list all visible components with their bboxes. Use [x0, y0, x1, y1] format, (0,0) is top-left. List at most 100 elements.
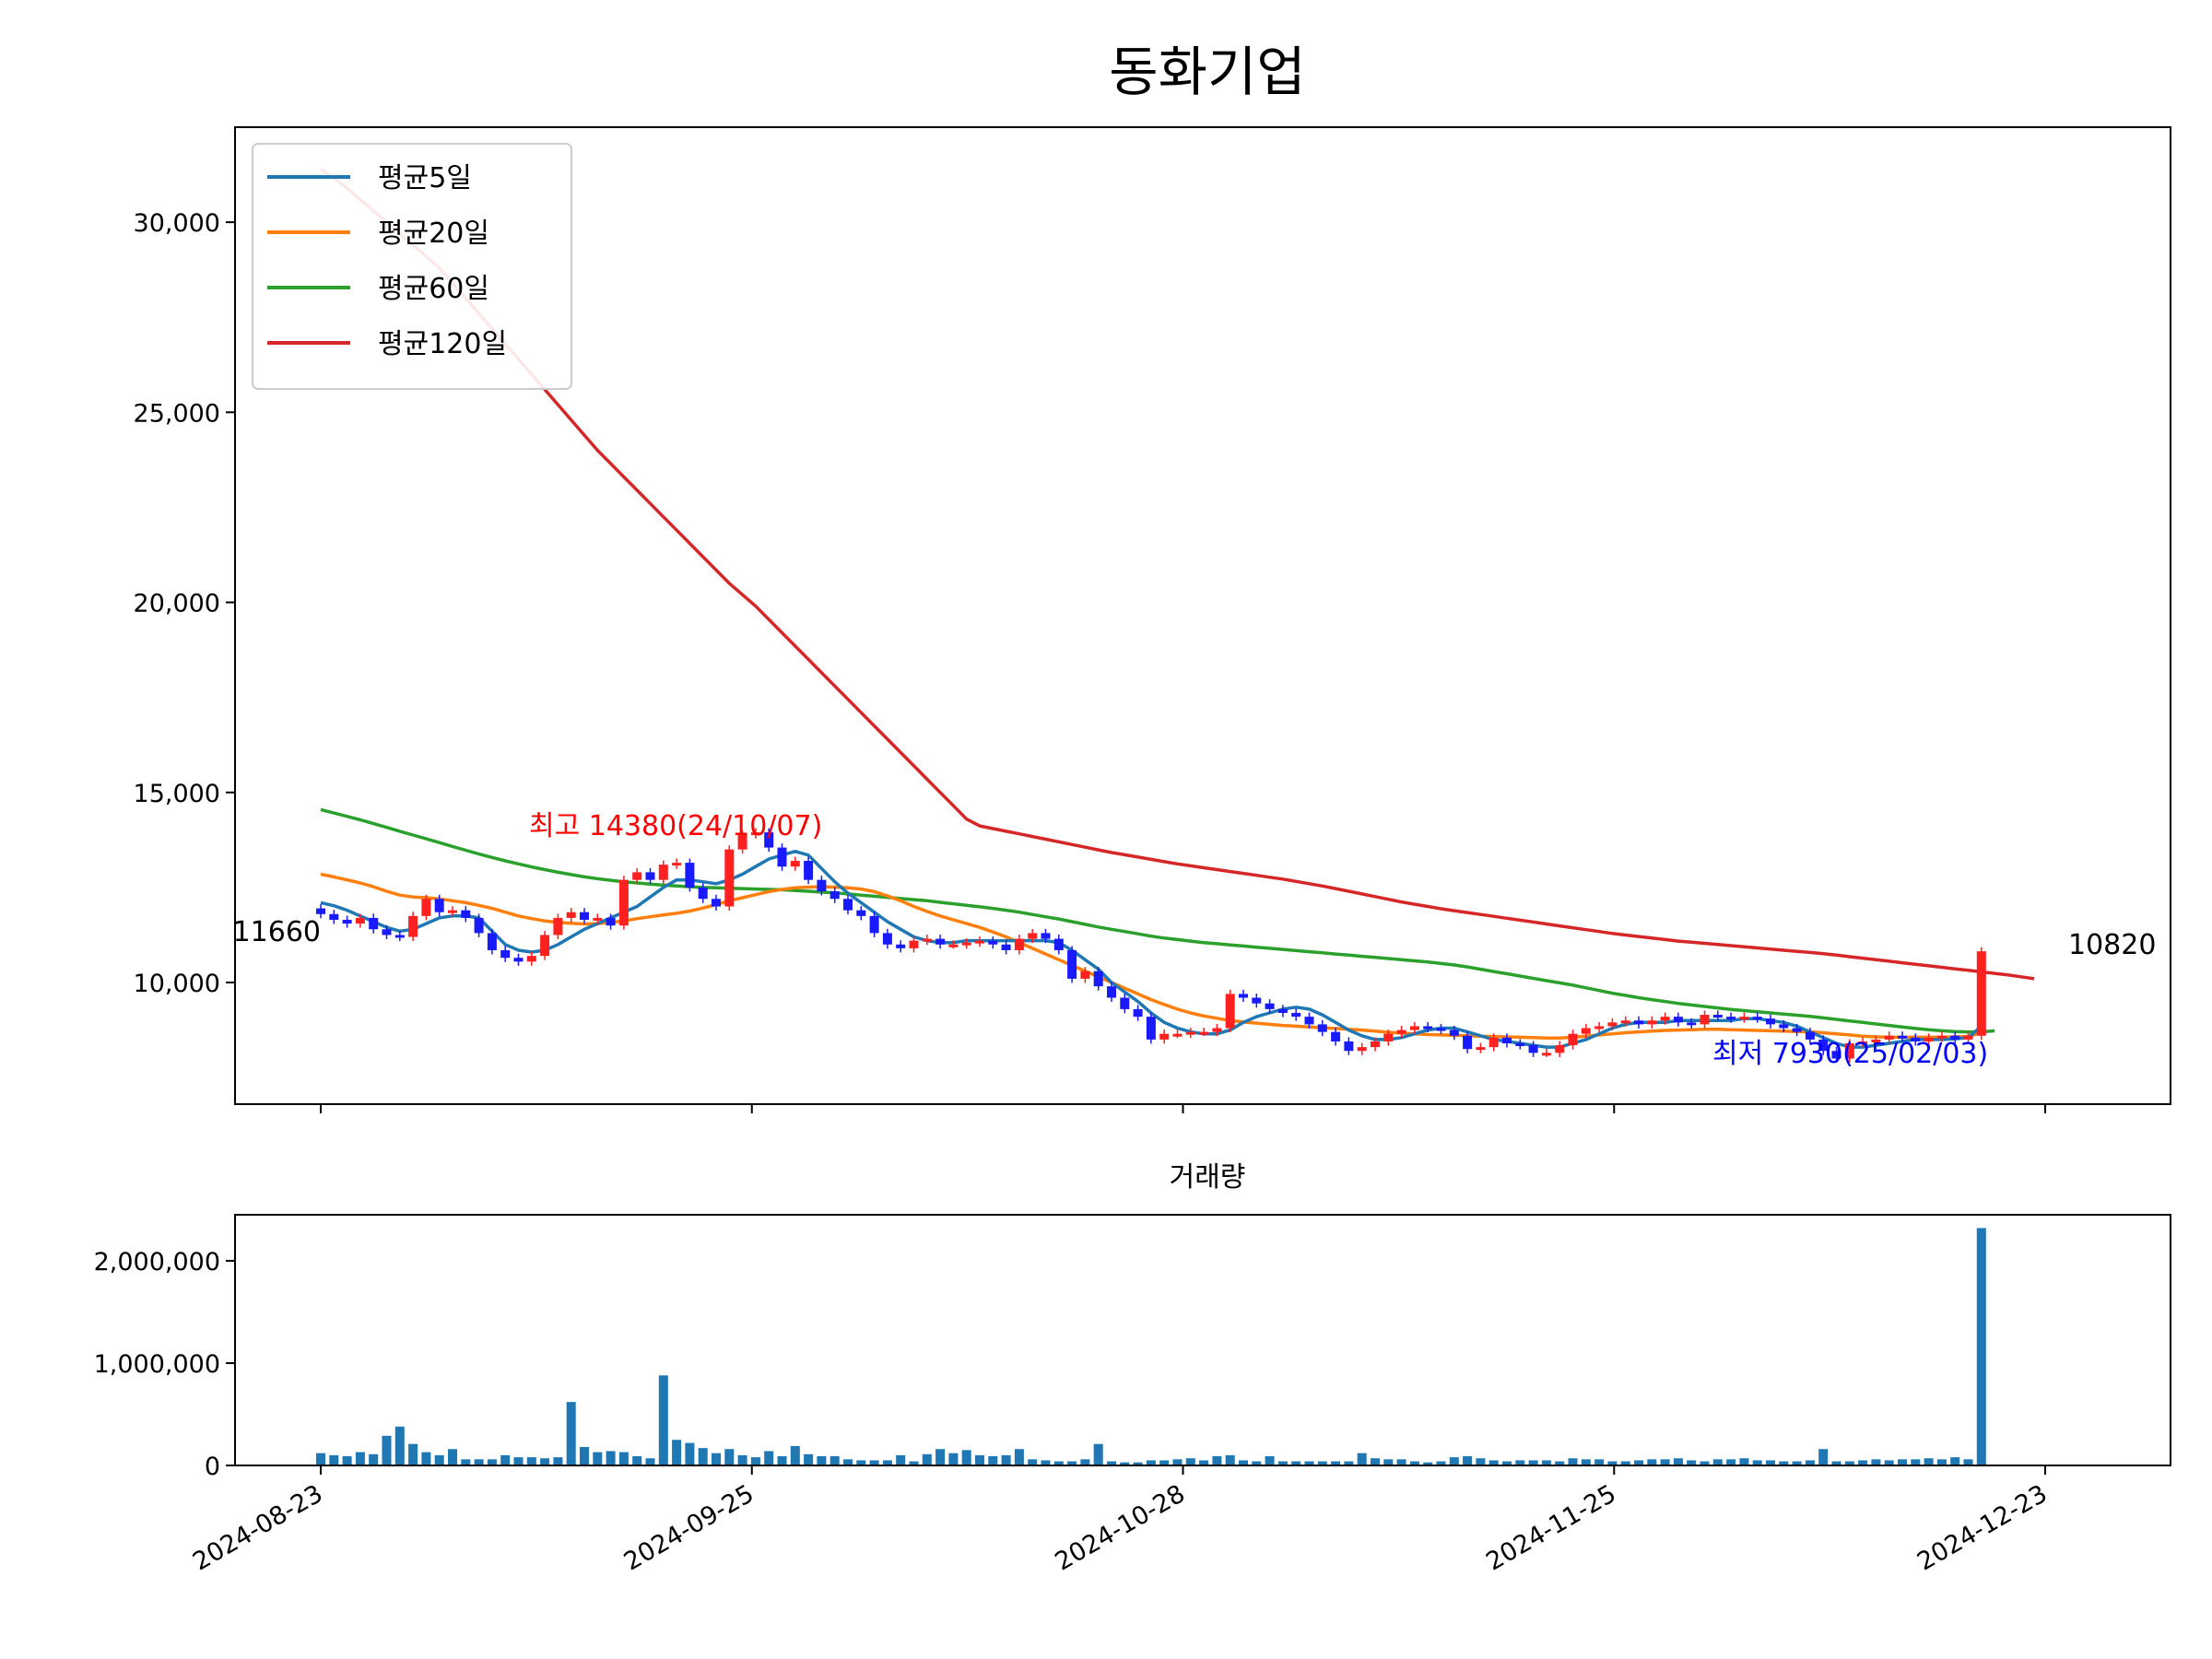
volume-bar [988, 1456, 998, 1465]
candle-body [672, 863, 682, 866]
volume-bar [948, 1453, 959, 1465]
volume-bar [1884, 1460, 1894, 1465]
volume-bar [922, 1453, 932, 1465]
candle-body [355, 917, 365, 924]
volume-bar [804, 1453, 814, 1465]
volume-bar [315, 1453, 326, 1465]
volume-bar [1028, 1459, 1038, 1465]
volume-bar [1963, 1459, 1973, 1465]
volume-bar [1265, 1456, 1275, 1465]
volume-bar [1199, 1460, 1209, 1465]
candle-body [724, 849, 735, 907]
volume-bar [632, 1456, 642, 1465]
volume-bar [1238, 1460, 1249, 1465]
volume-bar [1897, 1459, 1908, 1465]
candle-body [1818, 1039, 1829, 1052]
candle-body [685, 863, 695, 888]
candle-body [817, 879, 827, 892]
date-tick-label: 2024-10-28 [1051, 1479, 1190, 1576]
volume-title: 거래량 [1170, 1161, 1246, 1194]
candle-body [540, 935, 550, 957]
candle-body [1897, 1035, 1908, 1039]
volume-bar [369, 1453, 379, 1465]
volume-bar [1291, 1461, 1301, 1465]
price-axis: 10,000 15,000 20,000 25,000 30,000 [134, 209, 2047, 1113]
chart-title: 동화기업 [1109, 41, 1305, 103]
volume-bar [1765, 1460, 1776, 1465]
volume-bar [1252, 1461, 1262, 1465]
candle-body [606, 917, 616, 926]
candle-body [1884, 1035, 1894, 1040]
candle-body [1871, 1039, 1881, 1042]
candle-body [1831, 1051, 1841, 1059]
volume-bar [737, 1454, 747, 1465]
volume-bar [1370, 1458, 1381, 1465]
volume-bar [869, 1460, 879, 1465]
volume-bar [1581, 1459, 1591, 1465]
moving-average-lines [319, 167, 2035, 1049]
candle-body [1106, 986, 1117, 998]
candle-body [1396, 1030, 1406, 1034]
volume-bar [896, 1454, 906, 1465]
candle-body [698, 887, 708, 900]
volume-bar [1409, 1461, 1419, 1465]
date-tick-label: 2024-11-25 [1481, 1479, 1620, 1576]
candle-body [1911, 1037, 1921, 1041]
first-close-annotation: 11660 [233, 916, 321, 948]
candle-body [935, 938, 946, 945]
candle-body [1212, 1028, 1222, 1032]
candle-body [882, 933, 892, 945]
candle-body [1423, 1026, 1433, 1030]
candle-body [1067, 949, 1077, 979]
ma60-line [320, 807, 1995, 1034]
volume-bar [817, 1456, 827, 1465]
volume-bar [1172, 1459, 1182, 1465]
legend-label-ma5: 평균5일 [378, 162, 472, 194]
volume-bar [1436, 1461, 1446, 1465]
price-plot-frame [234, 126, 2171, 1105]
volume-bar [1936, 1459, 1947, 1465]
candle-body [513, 958, 524, 962]
volume-bar [1687, 1460, 1697, 1465]
volume-bar [974, 1454, 985, 1465]
volume-bar [1726, 1459, 1736, 1465]
candle-body [526, 956, 536, 962]
candle-body [1700, 1015, 1710, 1025]
candle-body [1568, 1033, 1578, 1046]
volume-tick-label: 1,000,000 [94, 1350, 220, 1379]
volume-bar [421, 1452, 431, 1465]
volume-bar [1449, 1457, 1459, 1465]
volume-bar [1950, 1457, 1960, 1465]
volume-bar [1871, 1459, 1881, 1465]
volume-bar [1739, 1458, 1749, 1465]
volume-bar [408, 1443, 418, 1465]
volume-bar [434, 1454, 444, 1465]
volume-bar [1014, 1449, 1024, 1465]
volume-bar [1396, 1459, 1406, 1465]
candle-body [1936, 1035, 1947, 1039]
last-close-annotation: 10820 [2068, 929, 2156, 961]
candle-body [1120, 997, 1130, 1009]
volume-bar [1607, 1461, 1618, 1465]
volume-bar [672, 1440, 682, 1465]
candle-body [1146, 1017, 1156, 1040]
candle-body [1858, 1041, 1868, 1044]
volume-bar [764, 1451, 774, 1465]
legend-label-ma120: 평균120일 [378, 328, 507, 360]
volume-bar [1712, 1459, 1723, 1465]
volume-bar [1924, 1458, 1934, 1465]
candle-body [1555, 1045, 1565, 1053]
volume-tick-label: 0 [205, 1453, 220, 1481]
volume-bar [1357, 1453, 1367, 1465]
volume-bar [1067, 1461, 1077, 1465]
candle-body [618, 879, 629, 926]
volume-bar [1317, 1461, 1327, 1465]
high-annotation: 최고 14380(24/10/07) [529, 810, 822, 842]
volume-bar [1501, 1461, 1512, 1465]
candle-body [974, 940, 985, 944]
candle-body [447, 910, 458, 913]
volume-bar [685, 1442, 695, 1465]
candle-body [342, 919, 352, 924]
